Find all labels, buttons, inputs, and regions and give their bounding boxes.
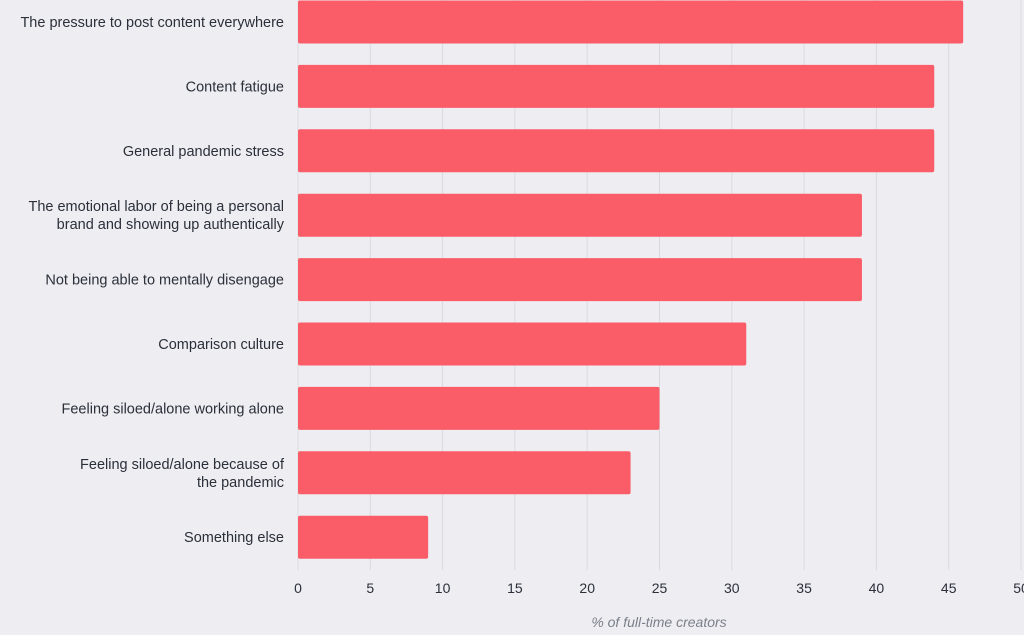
bar (298, 386, 660, 430)
x-tick-label: 0 (294, 580, 302, 596)
bar (298, 451, 631, 495)
category-label: General pandemic stress (123, 144, 284, 160)
category-label: Not being able to mentally disengage (45, 273, 284, 289)
category-label: Feeling siloed/alone because of (80, 457, 285, 473)
x-axis-ticks: 0 5 10 15 20 25 30 35 40 45 50 (294, 580, 1024, 596)
bars (298, 0, 964, 559)
x-tick-label: 40 (869, 580, 885, 596)
bar (298, 129, 935, 173)
category-label: The emotional labor of being a personal (28, 199, 284, 215)
bar (298, 193, 862, 237)
x-tick-label: 50 (1013, 580, 1024, 596)
category-label: Comparison culture (158, 337, 284, 353)
category-label: Feeling siloed/alone working alone (62, 401, 284, 417)
x-tick-label: 5 (366, 580, 374, 596)
x-axis-title: % of full-time creators (591, 614, 726, 630)
category-label: The pressure to post content everywhere (20, 15, 284, 31)
category-label: Content fatigue (186, 79, 284, 95)
bar (298, 0, 964, 44)
category-labels: The pressure to post content everywhere C… (20, 15, 285, 546)
bar (298, 64, 935, 108)
x-tick-label: 20 (579, 580, 595, 596)
bar (298, 515, 429, 559)
x-tick-label: 45 (941, 580, 957, 596)
category-label: the pandemic (197, 475, 284, 491)
category-label: brand and showing up authentically (57, 217, 285, 233)
x-tick-label: 15 (507, 580, 523, 596)
category-label: Something else (184, 530, 284, 546)
bar (298, 258, 862, 302)
x-tick-label: 30 (724, 580, 740, 596)
x-tick-label: 25 (652, 580, 668, 596)
x-tick-label: 10 (435, 580, 451, 596)
x-tick-label: 35 (796, 580, 812, 596)
bar (298, 322, 747, 366)
